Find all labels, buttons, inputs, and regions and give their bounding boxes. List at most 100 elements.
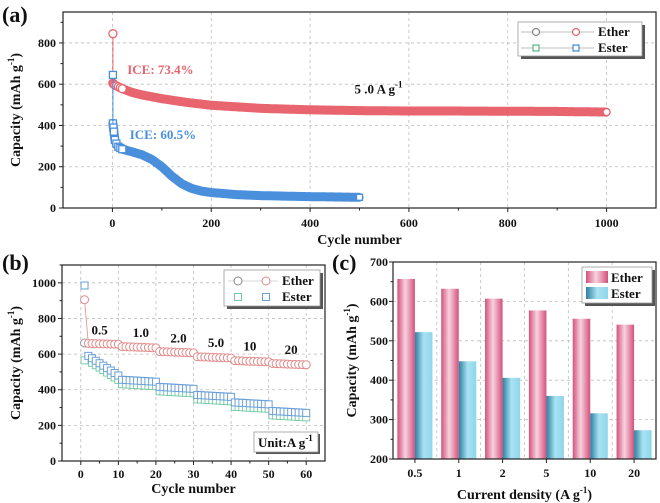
data-point [264,400,273,409]
data-point [301,360,311,370]
rate-label: 20 [285,342,298,357]
y-tick-label: 0 [50,454,56,468]
x-tick-label: 1000 [595,216,619,230]
legend-label-ester: Ester [598,40,628,55]
bar-ether [572,318,591,459]
y-axis-title: Capacity (mAh g-1) [342,303,360,417]
data-point-last [602,107,611,117]
y-tick-label: 200 [370,452,388,466]
bar-ester [414,332,433,459]
series-ester [80,281,311,422]
legend-marker-ester-charge [234,293,242,301]
y-tick-label: 400 [38,118,56,132]
ice-ether-annotation: ICE: 73.4% [127,62,193,77]
x-tick-label: 1 [456,466,462,480]
x-tick-label: 20 [628,466,640,480]
y-axis-title: Capacity (mAh g-1) [6,53,24,167]
series-ester [108,70,364,202]
legend-label-ether: Ether [282,273,314,288]
legend-marker-ester [572,44,580,52]
x-tick-label: 400 [301,216,319,230]
x-tick-label: 0 [109,216,115,230]
y-tick-label: 200 [38,160,56,174]
panel-label-b: (b) [2,250,29,275]
rate-label: 0.5 [91,322,108,337]
bar-ether [397,278,415,459]
data-point [80,295,90,305]
bar-ester [634,430,652,459]
data-point [302,408,311,417]
y-axis-title: Capacity (mAh g-1) [6,306,24,420]
bar-ether [485,298,503,459]
x-axis-title: Cycle number [151,482,235,497]
panel-label-c: (c) [332,250,356,275]
y-tick-label: 600 [38,347,56,361]
legend-swatch-ester [586,287,608,299]
bar-ester [502,377,521,459]
rate-label: 1.0 [133,325,149,340]
legend-label-ester: Ester [611,286,641,301]
bar-ester [546,395,564,459]
y-tick-label: 800 [38,311,56,325]
y-tick-label: 600 [370,294,388,308]
series-ether [80,295,311,370]
y-tick-label: 800 [38,36,56,50]
legend-label-ether: Ether [598,24,630,39]
legend-marker-ether-charge [531,27,541,37]
data-point [80,281,89,290]
bar-ester [458,361,477,459]
x-tick-label: 0.5 [407,466,422,480]
panel-c-bar-chart: 0.5 1 2 5 10 20 200 300 400 500 600 700 Current dens… [342,255,657,503]
legend-marker-ether-charge [233,276,243,286]
unit-box-label: Unit:A g-1 [258,433,313,450]
bar-ester [590,413,608,459]
y-tick-label: 300 [370,413,388,427]
x-tick-label: 50 [263,467,275,481]
legend-marker-ether [571,27,581,37]
panel-a-cycling-chart: 0 200 400 600 800 1000 0 200 400 600 800 Cycle numb… [6,11,657,248]
bar-ether [441,288,459,459]
x-tick-label: 60 [300,467,312,481]
panel-label-a: (a) [2,2,28,27]
bar-ether [616,324,635,459]
x-tick-label: 200 [202,216,220,230]
x-tick-label: 10 [584,466,596,480]
current-density-annotation: 5 .0 A g-1 [355,79,403,96]
data-point [118,145,127,154]
data-point [109,127,119,136]
legend-marker-ether [261,276,271,286]
bar-ether [528,310,547,459]
x-tick-label: 20 [150,467,162,481]
legend-label-ester: Ester [282,289,312,304]
y-tick-label: 400 [370,373,388,387]
x-tick-label: 5 [543,466,549,480]
x-axis-title: Cycle number [317,233,401,248]
data-point-last [355,193,364,201]
y-tick-label: 200 [38,418,56,432]
x-tick-label: 2 [500,466,506,480]
legend-label-ether: Ether [611,270,643,285]
ice-ester-annotation: ICE: 60.5% [130,127,196,142]
rate-label: 10 [243,339,256,354]
y-tick-label: 1000 [32,276,56,290]
y-tick-label: 400 [38,383,56,397]
data-point-first [108,29,118,39]
unit-box-frame [253,431,319,453]
legend-swatch-ether [586,271,608,283]
x-tick-label: 0 [78,467,84,481]
x-axis-title: Current density (A g-1) [457,485,593,503]
x-tick-label: 800 [499,216,517,230]
rate-label: 2.0 [170,331,186,346]
data-point-first [108,70,118,80]
x-tick-label: 30 [188,467,200,481]
data-point [117,84,127,94]
x-tick-label: 40 [225,467,237,481]
x-tick-label: 10 [112,467,124,481]
unit-box: Unit:A g-1 [253,431,320,454]
y-tick-label: 500 [370,334,388,348]
